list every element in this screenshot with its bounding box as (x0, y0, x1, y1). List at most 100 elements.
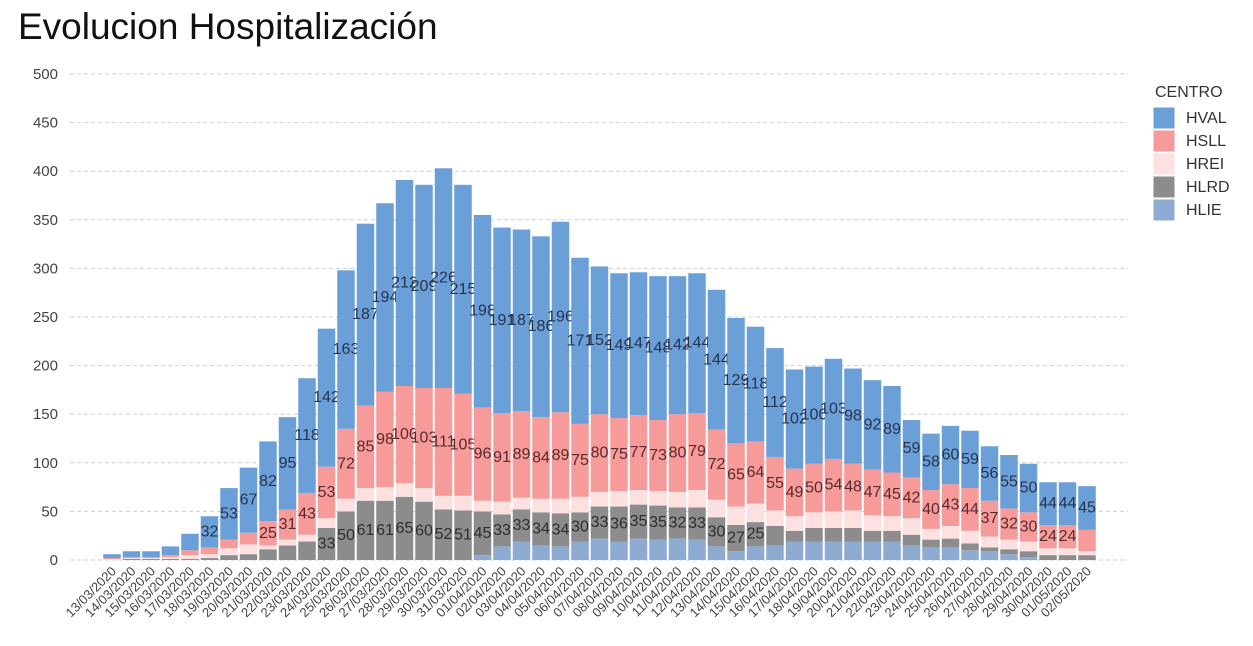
bar-segment-hsll (1000, 508, 1018, 540)
data-label: 144 (684, 335, 711, 352)
bar-segment-hrei (415, 488, 433, 502)
data-label: 89 (513, 446, 531, 463)
data-label: 27 (727, 530, 745, 547)
bar-segment-hsll (103, 558, 121, 560)
data-label: 32 (669, 515, 687, 532)
data-label: 142 (664, 337, 691, 354)
bar-segment-hrei (1019, 541, 1038, 552)
bar-segment-hlrd (766, 525, 784, 546)
data-label: 24 (1059, 528, 1077, 545)
bar-segment-hlie (844, 541, 862, 560)
bar-segment-hlie (902, 545, 921, 560)
bar-segment-hrei (571, 496, 589, 513)
legend-label: HSLL (1186, 133, 1226, 150)
bar-segment-hsll (395, 386, 414, 484)
data-label: 163 (333, 341, 360, 358)
y-tick-label: 50 (41, 503, 58, 520)
data-label: 98 (376, 431, 394, 448)
data-label: 59 (903, 440, 921, 457)
bar-segment-hlie (551, 546, 570, 560)
bar-segment-hsll (142, 557, 160, 559)
bar-segment-hval (805, 366, 823, 464)
bar-segment-hrei (980, 536, 999, 548)
y-tick-label: 500 (33, 66, 58, 83)
data-label: 196 (547, 309, 574, 326)
data-label: 187 (352, 306, 379, 323)
bar-segment-hlie (805, 541, 823, 560)
data-label: 226 (430, 270, 457, 287)
bar-segment-hsll (493, 413, 511, 502)
bar-segment-hval (629, 272, 648, 416)
bar-segment-hval (1058, 482, 1077, 526)
bar-segment-hlie (980, 551, 999, 560)
bar-segment-hlrd (337, 511, 355, 560)
bar-segment-hsll (785, 468, 804, 517)
bar-segment-hsll (317, 466, 336, 519)
bar-segment-hlrd (902, 534, 921, 546)
bar-segment-hlrd (941, 538, 960, 548)
data-label: 33 (493, 522, 511, 539)
bar-segment-hrei (883, 516, 901, 531)
bar-segment-hsll (200, 547, 219, 555)
data-label: 72 (708, 456, 726, 473)
bar-segment-hsll (727, 443, 745, 507)
bar-segment-hrei (1039, 548, 1057, 556)
data-label: 24 (1039, 528, 1057, 545)
bar-segment-hrei (1000, 539, 1018, 550)
bar-segment-hrei (317, 518, 336, 528)
data-label: 209 (411, 278, 438, 295)
data-label: 92 (864, 416, 882, 433)
data-label: 43 (942, 497, 960, 514)
bar-segment-hlrd (649, 505, 667, 540)
data-label: 82 (259, 473, 277, 490)
bar-segment-hval (356, 223, 375, 406)
bar-segment-hrei (454, 495, 472, 511)
data-label: 45 (474, 525, 492, 542)
bar-segment-hlie (590, 538, 609, 560)
bar-segment-hlie (707, 546, 726, 560)
bar-segment-hsll (259, 521, 277, 546)
bar-segment-hlie (1019, 557, 1038, 560)
bar-segment-hval (395, 179, 414, 387)
data-label: 142 (313, 389, 340, 406)
data-label: 58 (922, 453, 940, 470)
data-label: 103 (820, 400, 847, 417)
bar-segment-hlrd (1058, 555, 1077, 560)
bar-segment-hlrd (551, 513, 570, 547)
bar-segment-hsll (454, 393, 472, 496)
data-label: 72 (337, 455, 355, 472)
bar-segment-hlie (961, 550, 979, 560)
data-label: 91 (493, 449, 511, 466)
data-label: 103 (411, 430, 438, 447)
data-label: 30 (708, 523, 726, 540)
data-label: 98 (844, 408, 862, 425)
data-label: 59 (961, 451, 979, 468)
bar-segment-hlrd (746, 522, 765, 547)
data-label: 73 (649, 447, 667, 464)
data-label: 149 (606, 337, 633, 354)
bar-segment-hlie (883, 541, 901, 560)
data-label: 25 (747, 526, 765, 543)
bar-segment-hval (961, 430, 979, 489)
bar-segment-hlrd (142, 559, 160, 560)
bar-segment-hsll (746, 441, 765, 504)
bar-segment-hlrd (259, 549, 277, 560)
data-label: 80 (591, 445, 609, 462)
bar-segment-hsll (844, 463, 862, 511)
bar-segment-hlrd (395, 496, 414, 560)
bar-segment-hlie (610, 541, 628, 560)
data-label: 55 (766, 475, 784, 492)
bar-segment-hlrd (824, 527, 843, 542)
bar-segment-hrei (922, 528, 940, 540)
bar-segment-hlrd (629, 504, 648, 539)
data-label: 147 (625, 335, 652, 352)
legend-label: HREI (1186, 156, 1224, 173)
bar-segment-hrei (103, 559, 121, 560)
y-tick-label: 450 (33, 115, 58, 132)
bar-segment-hsll (1078, 529, 1096, 552)
bar-segment-hlrd (668, 507, 687, 539)
bar-segment-hval (200, 516, 219, 548)
bar-segment-hrei (220, 548, 238, 556)
bar-segment-hsll (980, 500, 999, 537)
bar-segment-hlrd (532, 512, 550, 546)
